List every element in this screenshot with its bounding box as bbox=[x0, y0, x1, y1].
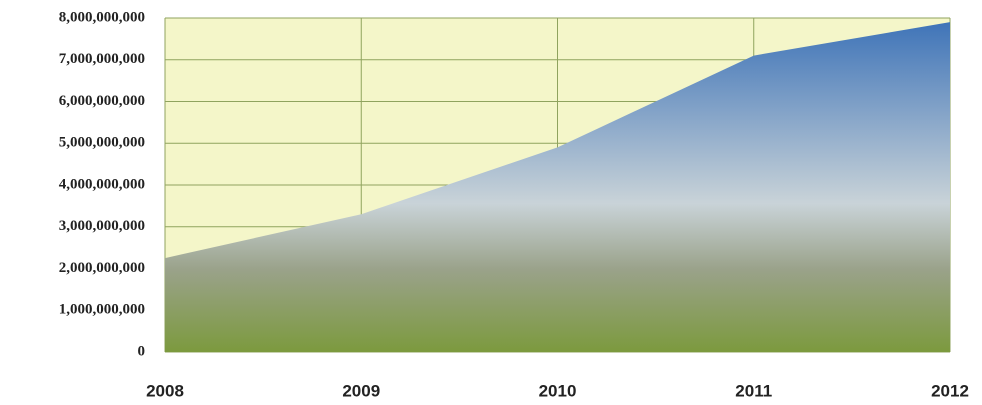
x-tick-label: 2009 bbox=[342, 381, 380, 400]
y-tick-label: 8,000,000,000 bbox=[59, 9, 145, 25]
y-tick-label: 1,000,000,000 bbox=[59, 302, 145, 318]
y-tick-label: 6,000,000,000 bbox=[59, 93, 145, 109]
y-tick-label: 2,000,000,000 bbox=[59, 260, 145, 276]
y-tick-label: 3,000,000,000 bbox=[59, 218, 145, 234]
y-tick-label: 4,000,000,000 bbox=[59, 176, 145, 192]
y-tick-label: 0 bbox=[138, 343, 146, 359]
area bbox=[165, 22, 950, 353]
y-tick-label: 5,000,000,000 bbox=[59, 135, 145, 151]
x-tick-label: 2008 bbox=[146, 381, 184, 400]
x-tick-label: 2011 bbox=[735, 381, 772, 400]
x-tick-label: 2012 bbox=[931, 381, 969, 400]
x-tick-label: 2010 bbox=[539, 381, 577, 400]
y-tick-label: 7,000,000,000 bbox=[59, 51, 145, 67]
